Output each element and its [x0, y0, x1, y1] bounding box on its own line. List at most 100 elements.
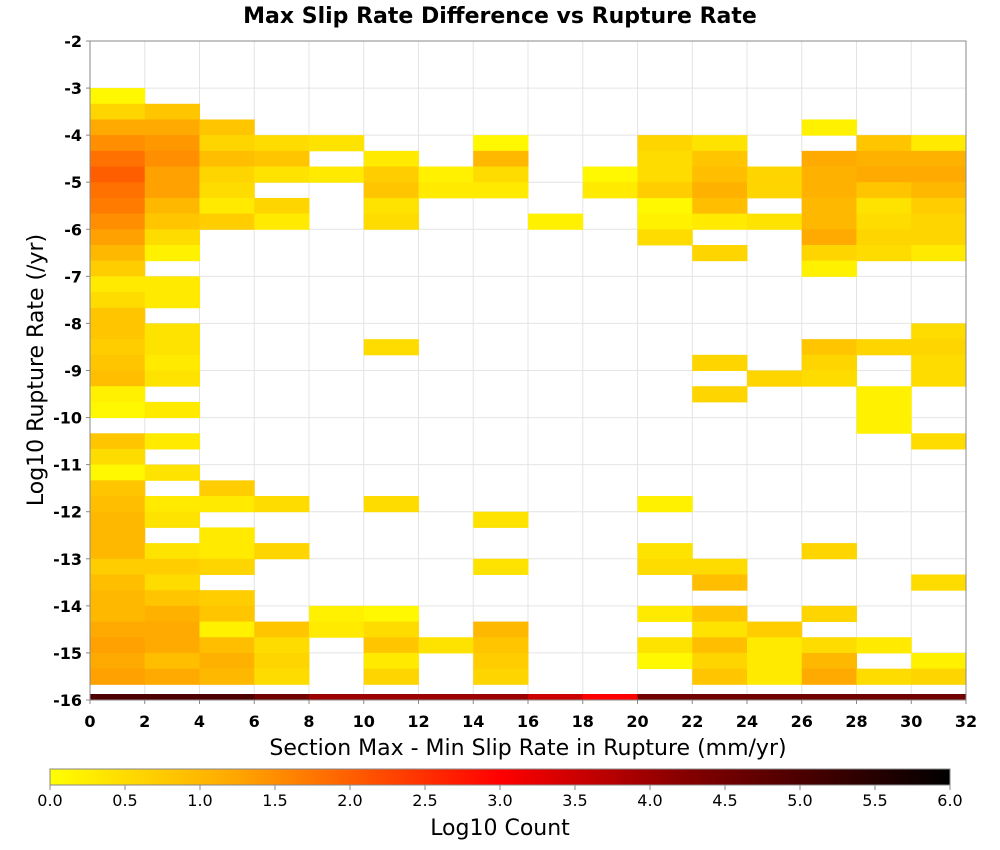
heatmap-cell — [692, 244, 748, 262]
heatmap-cell — [199, 652, 255, 670]
heatmap-cell — [199, 135, 255, 152]
heatmap-cell — [363, 605, 419, 623]
heatmap-cell — [199, 166, 255, 183]
colorbar-tick-label: 3.0 — [487, 791, 512, 810]
heatmap-cell — [254, 135, 310, 152]
heatmap-cell — [363, 166, 419, 183]
heatmap-cell — [90, 527, 146, 544]
heatmap-cell — [692, 197, 748, 215]
heatmap-cell — [637, 150, 693, 168]
heatmap-cell — [254, 694, 310, 701]
heatmap-cell — [363, 496, 419, 513]
heatmap-cell — [90, 276, 146, 293]
heatmap-cell — [199, 119, 255, 136]
heatmap-cell — [801, 605, 857, 623]
y-axis-ticks: -2 -3 -4 -5 -6 -7 -8 -9 -10 -11 -12 -13 -14 -15 -16 — [53, 32, 90, 710]
heatmap-cell — [692, 182, 748, 199]
heatmap-cell — [363, 652, 419, 670]
heatmap-cells — [90, 88, 967, 701]
heatmap-cell — [911, 213, 967, 230]
heatmap-cell — [856, 386, 912, 403]
heatmap-cell — [254, 150, 310, 168]
heatmap-cell — [856, 244, 912, 262]
heatmap-cell — [692, 166, 748, 183]
chart-title: Max Slip Rate Difference vs Rupture Rate — [243, 4, 757, 29]
heatmap-cell — [144, 668, 200, 685]
heatmap-cell — [418, 182, 474, 199]
x-tick-label: 22 — [681, 712, 703, 731]
y-tick-label: -8 — [64, 314, 82, 333]
heatmap-cell — [801, 166, 857, 183]
heatmap-cell — [90, 213, 146, 230]
heatmap-cell — [144, 433, 200, 450]
heatmap-cell — [473, 558, 529, 575]
colorbar-tick-label: 1.0 — [187, 791, 212, 810]
y-tick-label: -12 — [53, 503, 82, 522]
heatmap-cell — [747, 182, 803, 199]
heatmap-cell — [637, 229, 693, 246]
heatmap-cell — [637, 694, 693, 701]
heatmap-cell — [801, 150, 857, 168]
heatmap-cell — [144, 276, 200, 293]
heatmap-cell — [254, 652, 310, 670]
x-tick-label: 2 — [139, 712, 150, 731]
heatmap-cell — [254, 197, 310, 215]
heatmap-cell — [90, 448, 146, 466]
heatmap-cell — [90, 652, 146, 670]
heatmap-cell — [144, 182, 200, 199]
heatmap-cell — [911, 339, 967, 356]
heatmap-cell — [254, 668, 310, 685]
heatmap-cell — [199, 694, 255, 701]
x-tick-label: 12 — [407, 712, 429, 731]
heatmap-cell — [747, 637, 803, 654]
heatmap-cell — [90, 386, 146, 403]
heatmap-cell — [856, 668, 912, 685]
heatmap-cell — [144, 464, 200, 481]
x-tick-label: 24 — [736, 712, 758, 731]
heatmap-cell — [90, 244, 146, 262]
heatmap-cell — [363, 637, 419, 654]
y-tick-label: -7 — [64, 267, 82, 286]
heatmap-cell — [692, 574, 748, 591]
heatmap-cell — [637, 213, 693, 230]
colorbar-tick-label: 2.5 — [412, 791, 437, 810]
heatmap-cell — [199, 668, 255, 685]
heatmap-cell — [363, 150, 419, 168]
heatmap-cell — [692, 354, 748, 371]
heatmap-cell — [418, 166, 474, 183]
heatmap-cell — [199, 527, 255, 544]
heatmap-cell — [144, 103, 200, 120]
heatmap-cell — [637, 543, 693, 560]
heatmap-cell — [582, 694, 638, 701]
x-tick-label: 10 — [353, 712, 375, 731]
heatmap-cell — [144, 119, 200, 136]
heatmap-cell — [199, 213, 255, 230]
heatmap-cell — [90, 511, 146, 528]
heatmap-cell — [90, 135, 146, 152]
heatmap-cell — [144, 150, 200, 168]
heatmap-cell — [144, 197, 200, 215]
heatmap-cell — [528, 213, 584, 230]
heatmap-cell — [418, 694, 474, 701]
heatmap-cell — [637, 558, 693, 575]
heatmap-cell — [911, 323, 967, 340]
heatmap-cell — [856, 150, 912, 168]
heatmap-cell — [144, 543, 200, 560]
heatmap-cell — [856, 182, 912, 199]
heatmap-cell — [473, 135, 529, 152]
heatmap-cell — [856, 197, 912, 215]
x-tick-label: 20 — [626, 712, 648, 731]
heatmap-cell — [692, 386, 748, 403]
heatmap-cell — [911, 166, 967, 183]
y-tick-label: -6 — [64, 220, 82, 239]
heatmap-cell — [911, 135, 967, 152]
x-axis-label: Section Max - Min Slip Rate in Rupture (… — [269, 736, 786, 761]
heatmap-cell — [144, 590, 200, 607]
heatmap-cell — [90, 694, 146, 701]
heatmap-cell — [473, 182, 529, 199]
heatmap-cell — [90, 668, 146, 685]
heatmap-cell — [254, 213, 310, 230]
heatmap-cell — [911, 652, 967, 670]
heatmap-cell — [90, 543, 146, 560]
colorbar-tick-label: 6.0 — [937, 791, 962, 810]
